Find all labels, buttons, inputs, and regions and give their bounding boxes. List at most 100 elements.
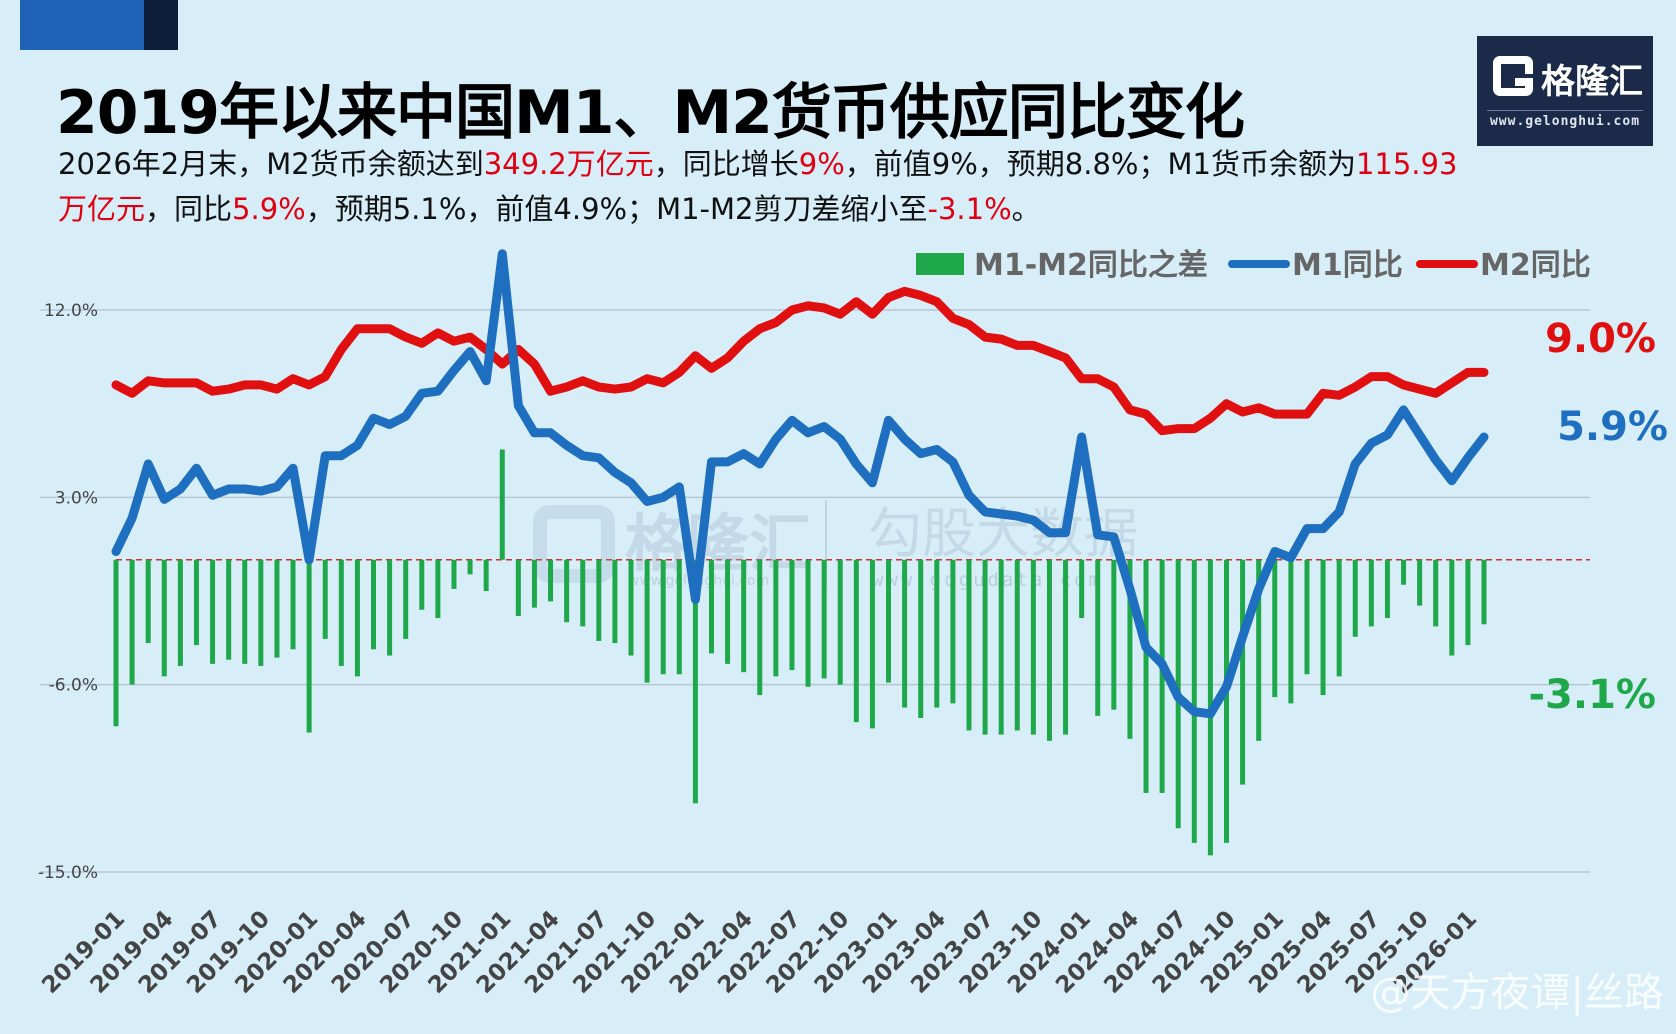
diff-bar <box>1272 559 1278 698</box>
diff-bar <box>886 559 892 683</box>
legend-swatch-diff <box>916 253 964 275</box>
m2-line <box>111 286 1489 436</box>
diff-bar <box>242 559 248 664</box>
diff-bar <box>950 559 956 704</box>
diff-bar <box>837 559 843 685</box>
diff-bar <box>210 559 216 664</box>
diff-bar <box>805 559 811 687</box>
subtitle-part: ，前值9%，预期8.8%；M1货币余额为 <box>844 147 1356 181</box>
diff-bar <box>1320 559 1326 696</box>
diff-bar <box>1384 559 1390 619</box>
diff-bar <box>1046 559 1052 741</box>
diff-bar <box>1159 559 1165 793</box>
diff-bar <box>354 559 360 677</box>
y-tick-label: 12.0% <box>44 301 98 321</box>
diff-bar <box>515 559 521 616</box>
diff-bar <box>966 559 972 731</box>
diff-bar <box>1240 559 1246 785</box>
m1-line <box>111 249 1489 719</box>
subtitle-part: 5.9% <box>232 192 306 226</box>
diff-bar <box>789 559 795 671</box>
diff-bar <box>274 559 280 658</box>
corner-accent-bar-dark <box>144 0 178 50</box>
end-label-m2: 9.0% <box>1545 316 1656 362</box>
diff-bar <box>564 559 570 623</box>
subtitle-part: ，预期5.1%，前值4.9%；M1-M2剪刀差缩小至 <box>305 192 928 226</box>
diff-bar <box>531 559 537 608</box>
chart-title: 2019年以来中国M1、M2货币供应同比变化 <box>56 78 1245 148</box>
diff-bar <box>982 559 988 735</box>
diff-bar <box>902 559 908 708</box>
subtitle-part: 。 <box>1011 192 1041 226</box>
diff-bar <box>548 559 554 602</box>
diff-bar <box>692 559 698 804</box>
diff-bar <box>258 559 264 666</box>
y-tick-label: -6.0% <box>49 676 98 696</box>
logo-divider <box>1487 110 1643 111</box>
logo-g-icon <box>1493 56 1533 96</box>
diff-bar <box>322 559 328 639</box>
diff-bar <box>467 559 473 575</box>
social-watermark: @天方夜谭|丝路 <box>1371 970 1664 1016</box>
diff-bar <box>371 559 377 650</box>
logo-url: www.gelonghui.com <box>1489 114 1641 129</box>
diff-bar <box>1256 559 1262 741</box>
diff-bar <box>145 559 151 644</box>
diff-bar <box>1288 559 1294 704</box>
diff-bar <box>403 559 409 639</box>
diff-bar <box>1079 559 1085 619</box>
diff-bar <box>290 559 296 650</box>
diff-bar <box>499 449 505 560</box>
subtitle-part: 115.93万亿元 <box>58 147 1458 226</box>
subtitle-part: ，同比增长 <box>653 147 799 181</box>
legend-label-diff: M1-M2同比之差 <box>974 248 1208 283</box>
diff-bar <box>1352 559 1358 637</box>
subtitle-part: 9% <box>798 147 845 181</box>
diff-bar <box>869 559 875 729</box>
watermark-gelonghui-icon <box>533 505 615 583</box>
diff-bar <box>708 559 714 654</box>
diff-bar <box>628 559 634 656</box>
diff-bar <box>1304 559 1310 675</box>
diff-bar <box>1449 559 1455 656</box>
diff-bar <box>451 559 457 589</box>
diff-bar <box>226 559 232 660</box>
diff-bar <box>1030 559 1036 735</box>
diff-bar <box>757 559 763 696</box>
diff-bar <box>644 559 650 683</box>
diff-bar <box>998 559 1004 735</box>
watermark-gelonghui-text: 格隆汇 <box>625 507 811 580</box>
diff-bar <box>193 559 199 646</box>
diff-bar <box>1191 559 1197 843</box>
diff-bar <box>1433 559 1439 627</box>
y-tick-label: 3.0% <box>55 488 98 508</box>
diff-bar <box>580 559 586 627</box>
gelonghui-logo: 格隆汇 www.gelonghui.com <box>1477 36 1653 146</box>
diff-bar <box>1143 559 1149 793</box>
subtitle-part: -3.1% <box>927 192 1012 226</box>
diff-bar <box>1095 559 1101 716</box>
legend-label-m2: M2同比 <box>1480 248 1591 283</box>
diff-bar <box>1336 559 1342 677</box>
diff-bar <box>660 559 666 675</box>
diff-bar <box>129 559 135 685</box>
diff-bar <box>387 559 393 656</box>
diff-bar <box>1063 559 1069 735</box>
diff-bar <box>596 559 602 641</box>
subtitle-part: 349.2万亿元 <box>483 147 654 181</box>
diff-bar <box>177 559 183 666</box>
diff-bar <box>741 559 747 673</box>
diff-bar <box>161 559 167 677</box>
diff-bar <box>1481 559 1487 625</box>
diff-bar <box>306 559 312 733</box>
subtitle-part: 2026年2月末，M2货币余额达到 <box>58 147 484 181</box>
chart-subtitle: 2026年2月末，M2货币余额达到349.2万亿元，同比增长9%，前值9%，预期… <box>58 142 1478 232</box>
diff-bar <box>1223 559 1229 843</box>
diff-bar <box>853 559 859 723</box>
diff-bar <box>773 559 779 677</box>
diff-bar <box>1014 559 1020 731</box>
diff-bar <box>483 559 489 591</box>
diff-bar <box>1111 559 1117 710</box>
diff-bar <box>612 559 618 644</box>
